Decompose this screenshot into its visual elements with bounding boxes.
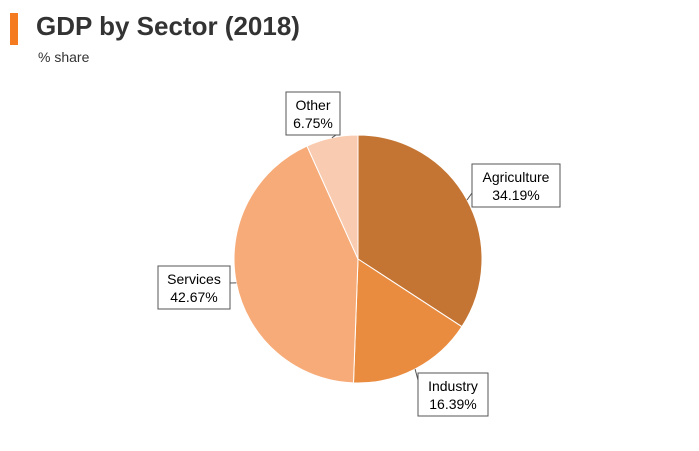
data-label-name-agriculture: Agriculture xyxy=(483,169,550,185)
data-label-box-agriculture xyxy=(471,163,561,208)
data-label-value-industry: 16.39% xyxy=(429,396,476,412)
chart-subtitle: % share xyxy=(38,49,90,65)
data-label-box-industry xyxy=(417,372,489,417)
data-label-value-agriculture: 34.19% xyxy=(492,187,539,203)
label-connector-agriculture xyxy=(466,192,473,201)
title-accent-bar xyxy=(10,13,18,45)
pie-slice-services xyxy=(233,145,359,384)
data-label-value-services: 42.67% xyxy=(170,289,217,305)
pie-slice-industry xyxy=(352,258,463,384)
data-label-value-other: 6.75% xyxy=(293,115,333,131)
data-label-name-industry: Industry xyxy=(428,378,478,394)
data-label-name-other: Other xyxy=(295,97,330,113)
data-label-box-other xyxy=(285,91,341,136)
data-label-name-services: Services xyxy=(167,271,221,287)
pie-labels: Agriculture 34.19% Industry 16.39% Services 4… xyxy=(157,91,561,417)
chart-title: GDP by Sector (2018) xyxy=(36,11,300,41)
pie-slices xyxy=(233,134,483,384)
data-label-box-services xyxy=(157,265,231,310)
